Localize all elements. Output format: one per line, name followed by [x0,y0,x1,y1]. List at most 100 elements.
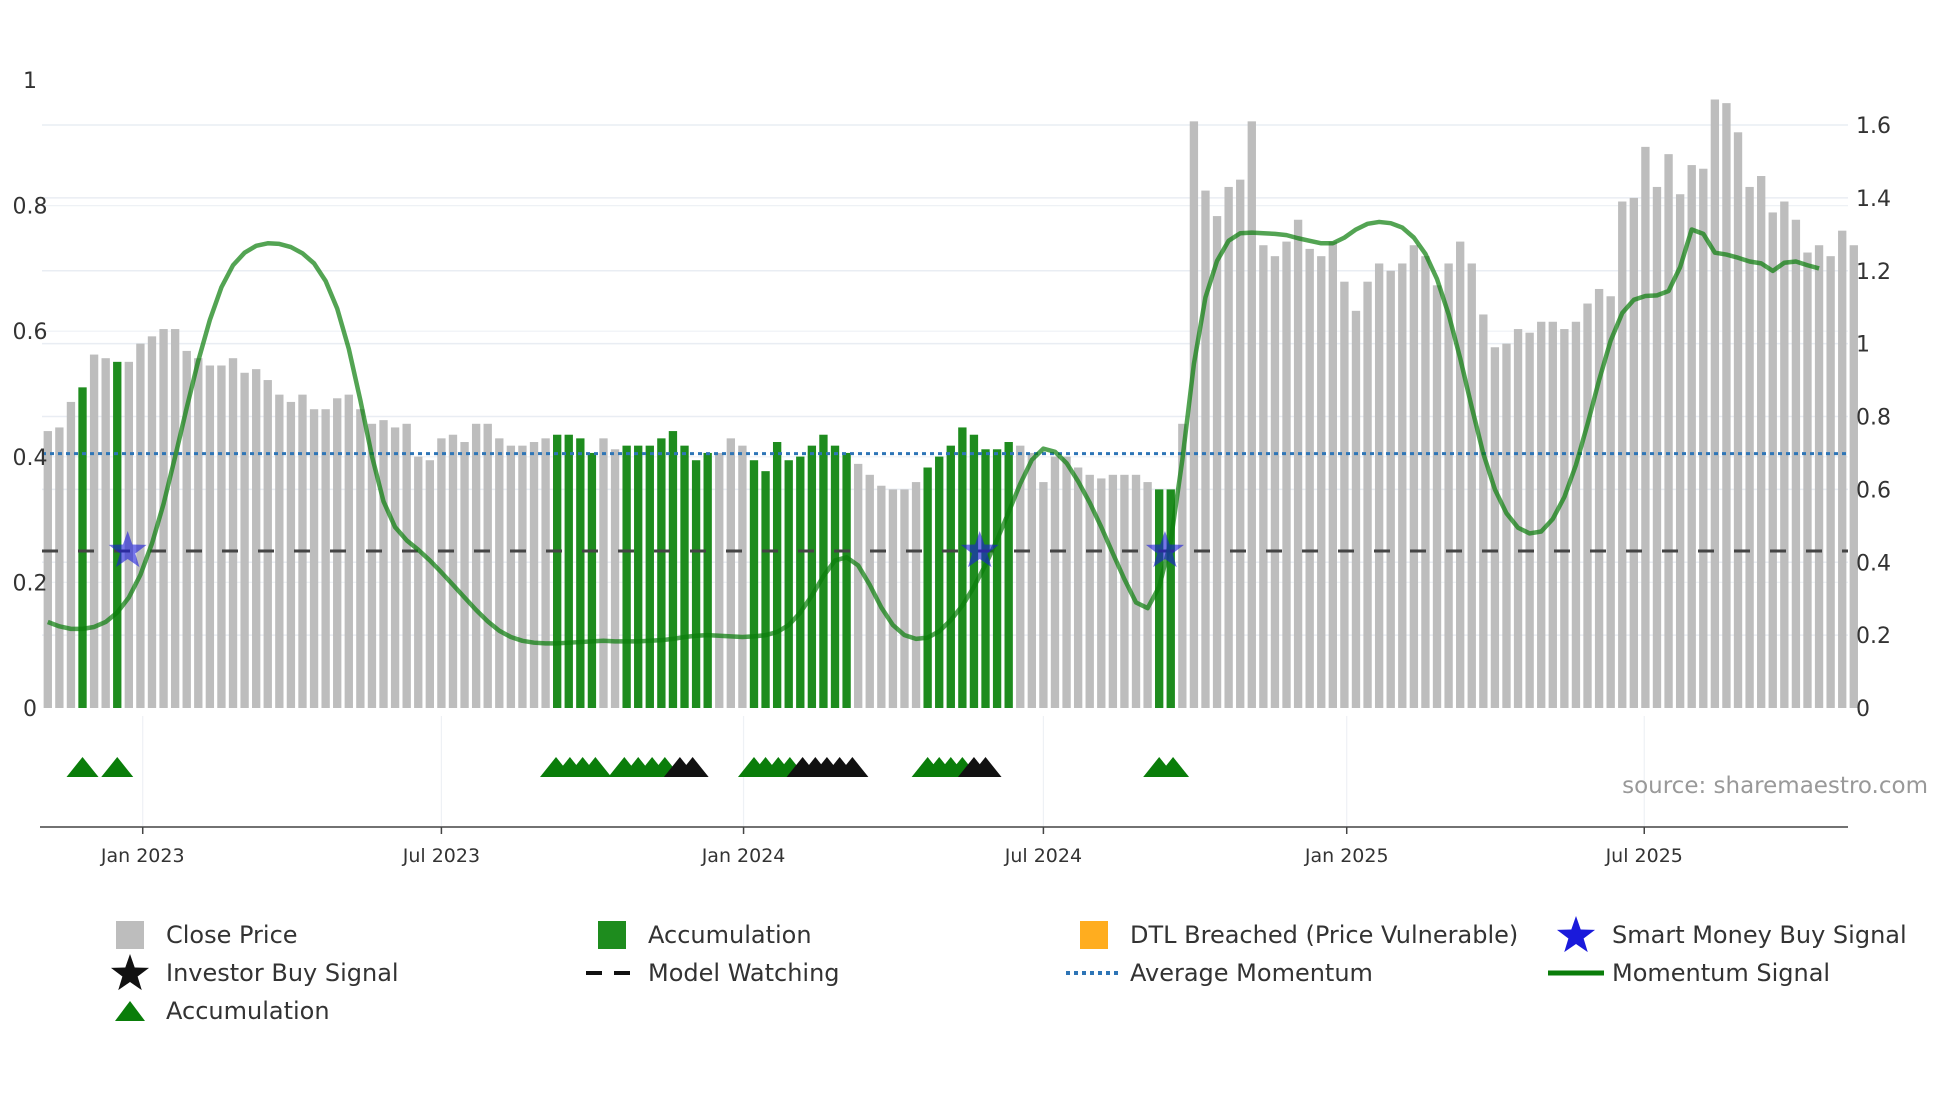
close-price-bar [610,449,620,708]
legend-close-price[interactable]: Close Price [94,920,298,950]
accumulation-bar [923,467,932,708]
right-axis-tick-label: 1.6 [1856,114,1891,139]
legend-dtl-breached[interactable]: DTL Breached (Price Vulnerable) [1058,920,1518,950]
legend-smart-money[interactable]: Smart Money Buy Signal [1540,916,1907,953]
close-price-bar [448,434,458,708]
close-price-bar [1328,241,1337,708]
close-price-bar [1814,245,1824,709]
left-axis-tick-label: 0.4 [13,446,48,471]
close-price-bar [541,438,550,708]
legend-model-watching[interactable]: Model Watching [576,958,840,988]
smart-money-star [1145,531,1184,568]
close-price-bar [1618,201,1627,708]
close-price-bar [1780,201,1789,708]
investor-signal-marker [836,757,869,777]
accumulation-bar [784,460,793,708]
legend: Close Price Accumulation DTL Breached (P… [0,916,1960,1060]
close-price-bar [1710,99,1720,709]
close-price-bar [1560,329,1569,708]
accumulation-bar [842,452,851,708]
close-price-bar [1236,179,1245,708]
close-price-bar [228,358,238,708]
accumulation-bar [576,438,585,708]
accumulation-bar [796,456,805,708]
accumulation-bar [1155,489,1164,709]
close-price-bar [1027,452,1036,708]
right-axis-tick-label: 0.2 [1856,624,1891,649]
accumulation-bar [1004,442,1013,708]
accumulation-bar [691,460,701,708]
legend-label: Smart Money Buy Signal [1612,921,1907,949]
left-axis-tick-label: 0.8 [13,195,48,220]
close-price-bar [1317,256,1326,708]
investor-signal-marker [969,757,1002,777]
investor-signal-marker [676,757,709,777]
legend-momentum-signal[interactable]: Momentum Signal [1540,958,1830,988]
x-axis-tick-label: Jul 2025 [1605,845,1683,867]
close-price-bar [1641,146,1650,709]
legend-label: Accumulation [648,921,812,949]
close-price-bar [147,336,157,708]
close-price-bar [1444,263,1453,708]
close-price-bar [1073,467,1083,708]
accumulation-bar [1166,489,1175,709]
green-triangle-icon [94,996,166,1026]
accumulation-bar [935,456,944,708]
close-price-bar [1340,281,1349,708]
left-axis-tick-label: 0.2 [13,571,48,596]
black-star-icon [94,954,166,991]
close-price-bar [1826,256,1835,708]
legend-investor[interactable]: Investor Buy Signal [94,954,399,991]
close-price-bar [495,438,504,708]
left-axis-tick-label: 0.6 [13,320,48,345]
close-price-bar [877,485,886,708]
legend-accumulation-marker[interactable]: Accumulation [94,996,330,1026]
x-axis-tick-label: Jan 2023 [100,845,185,867]
accumulation-bar [969,434,979,708]
close-price-bar [66,401,76,708]
close-price-bar [1363,281,1372,708]
accumulation-bar [772,442,782,708]
close-price-bar [1201,190,1210,709]
close-price-bar [1432,285,1442,708]
close-price-bar [1768,212,1777,708]
close-price-bar [275,394,284,708]
accumulation-swatch-icon [576,920,648,950]
close-price-bar [1606,296,1615,708]
accumulation-bar [564,434,573,708]
smart-money-stars [108,531,1184,568]
close-price-bar [1085,474,1094,708]
close-price-bar [1351,310,1361,708]
legend-average-momentum[interactable]: Average Momentum [1058,958,1373,988]
close-price-bar [217,365,226,708]
close-price-bar [1664,154,1673,708]
accumulation-bar [830,445,840,708]
close-price-bar [390,427,400,708]
close-price-bar [1849,245,1858,709]
close-price-bar [182,350,191,708]
close-price-bar [1212,216,1222,708]
chart-svg: 0 0.2 0.4 0.6 0.8 1 0 0.2 0.4 0.6 0.8 1 1.2 1.4 1.6 Jan… [13,69,1929,867]
legend-label: Momentum Signal [1612,959,1831,987]
close-price-bar [1675,194,1685,709]
legend-label: Close Price [166,921,298,949]
x-axis-tick-label: Jan 2024 [701,845,786,867]
close-price-bar [414,456,423,708]
close-price-bar [1722,103,1731,708]
close-price-bar [1178,423,1187,708]
legend-accumulation-bar[interactable]: Accumulation [576,920,812,950]
legend-label: Average Momentum [1130,959,1373,987]
close-price-bar [1502,343,1511,709]
accumulation-bar [807,445,817,708]
close-price-bar [240,372,249,708]
legend-label: DTL Breached (Price Vulnerable) [1130,921,1519,949]
close-price-bar [1652,186,1662,708]
close-price-bar [1398,263,1407,708]
x-axis-tick-label: Jan 2025 [1304,845,1389,867]
right-axis-tick-label: 0.4 [1856,551,1891,576]
close-price-bar [471,423,481,708]
solid-line-icon [1540,958,1612,988]
accumulation-bar [587,452,597,708]
close-price-bar [726,438,735,708]
close-price-bar [1097,478,1106,708]
